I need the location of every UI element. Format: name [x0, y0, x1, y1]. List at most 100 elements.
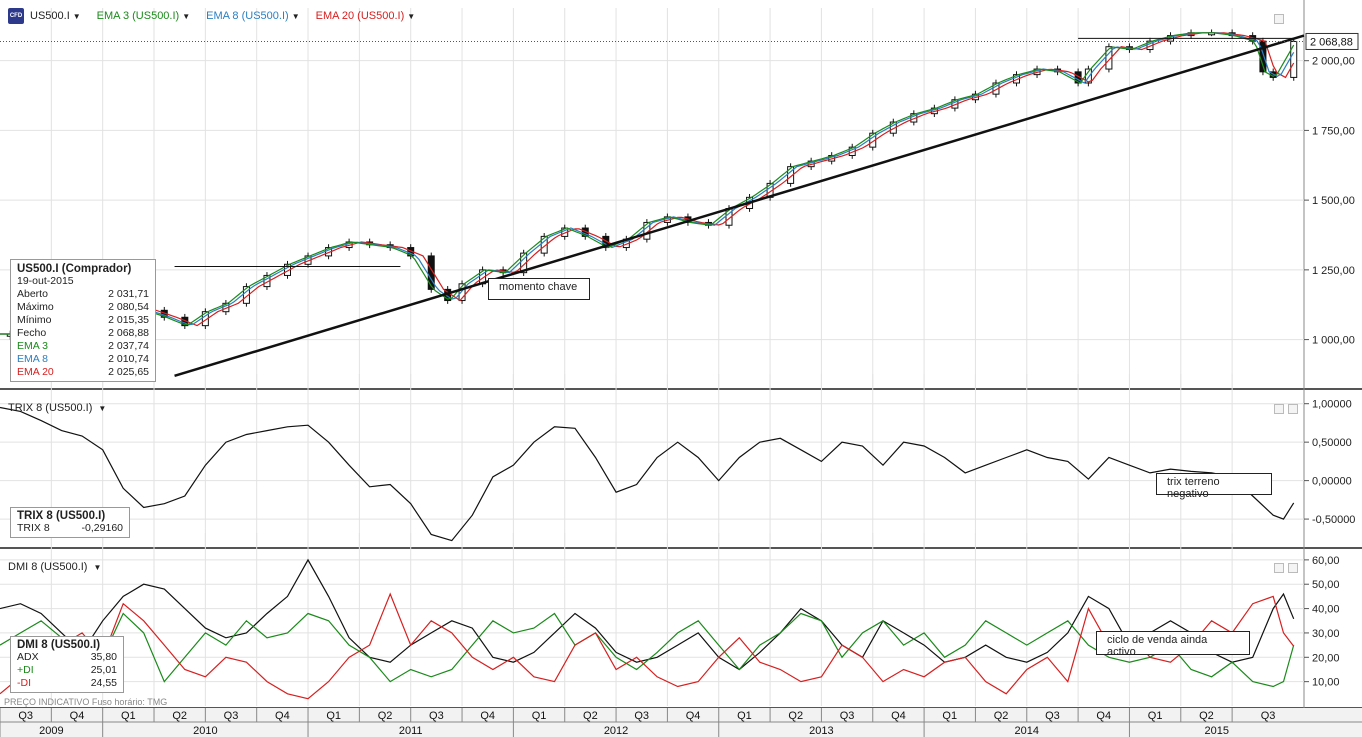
price-info-row-value: 2 068,88	[108, 327, 149, 339]
annotation-trix-negativo[interactable]: trix terreno negativo	[1156, 473, 1272, 500]
dmi-info-row-value: 35,80	[90, 651, 117, 663]
chevron-down-icon: ▼	[72, 11, 81, 21]
symbol-label: US500.I	[30, 10, 70, 22]
close-icon[interactable]	[1288, 404, 1298, 414]
candle-body	[427, 255, 435, 290]
price-info-box: US500.I (Comprador) 19-out-2015 Aberto 2 …	[10, 259, 156, 382]
year-label: 2009	[39, 725, 63, 737]
quarter-label: Q3	[1045, 710, 1060, 722]
y-tick-label: 50,00	[1312, 579, 1340, 591]
quarter-label: Q2	[583, 710, 598, 722]
quarter-label: Q2	[788, 710, 803, 722]
dmi-info-row: +DI 25,01	[17, 664, 117, 677]
y-tick-label: 40,00	[1312, 604, 1340, 616]
plus-di-line	[0, 612, 1295, 688]
annotation-ciclo-venda[interactable]: ciclo de venda ainda activo	[1096, 631, 1250, 658]
quarter-label: Q3	[1261, 710, 1276, 722]
quarter-label: Q3	[224, 710, 239, 722]
y-tick-label: 2 000,00	[1312, 56, 1355, 68]
price-info-title: US500.I (Comprador)	[17, 263, 132, 275]
dmi-info-row: ADX 35,80	[17, 651, 117, 664]
price-info-row-value: 2 025,65	[108, 366, 149, 378]
cfd-logo-icon: CFD	[8, 8, 24, 24]
restore-icon[interactable]	[1274, 14, 1284, 24]
price-info-row-value: 2 037,74	[108, 340, 149, 352]
quarter-label: Q4	[891, 710, 906, 722]
price-info-row-value: 2 031,71	[108, 288, 149, 300]
price-info-row: Máximo 2 080,54	[17, 301, 149, 314]
y-tick-label: 10,00	[1312, 677, 1340, 689]
quarter-label: Q2	[172, 710, 187, 722]
quarter-label: Q4	[70, 710, 85, 722]
annotation-momento-chave[interactable]: momento chave	[488, 278, 590, 300]
quarter-label: Q2	[994, 710, 1009, 722]
support-trendline	[174, 34, 1305, 378]
trix-info-label: TRIX 8	[17, 522, 50, 534]
candle-body	[1290, 40, 1298, 78]
chevron-down-icon: ▼	[182, 11, 191, 21]
quarter-label: Q4	[1096, 710, 1111, 722]
minus-di-line	[0, 592, 1295, 700]
price-info-row: EMA 20 2 025,65	[17, 366, 149, 379]
quarter-label: Q2	[1199, 710, 1214, 722]
chart-header: CFD US500.I ▼ EMA 3 (US500.I) ▼ EMA 8 (U…	[8, 8, 415, 24]
price-info-row: Mínimo 2 015,35	[17, 314, 149, 327]
price-info-row: EMA 3 2 037,74	[17, 340, 149, 353]
quarter-label: Q1	[737, 710, 752, 722]
quarter-label: Q3	[634, 710, 649, 722]
price-info-row-value: 2 015,35	[108, 314, 149, 326]
quarter-label: Q1	[532, 710, 547, 722]
year-label: 2012	[604, 725, 628, 737]
symbol-selector[interactable]: US500.I ▼	[30, 10, 81, 22]
trix-info-title: TRIX 8 (US500.I)	[17, 510, 106, 522]
price-info-row: Fecho 2 068,88	[17, 327, 149, 340]
chevron-down-icon: ▼	[407, 11, 416, 21]
dmi-info-row-value: 24,55	[90, 677, 117, 689]
year-label: 2010	[193, 725, 217, 737]
price-info-row-label: Aberto	[17, 288, 48, 300]
y-tick-label: 1 750,00	[1312, 125, 1355, 137]
candle-body	[1105, 46, 1113, 70]
chevron-down-icon: ▼	[291, 11, 300, 21]
quarter-label: Q2	[378, 710, 393, 722]
indicator-ema3-label: EMA 3 (US500.I)	[96, 10, 180, 22]
price-info-row: EMA 8 2 010,74	[17, 353, 149, 366]
last-price-label: 2 068,88	[1310, 36, 1353, 48]
trix-panel-header[interactable]: TRIX 8 (US500.I) ▼	[8, 402, 106, 414]
price-info-row-label: EMA 8	[17, 353, 48, 365]
chevron-down-icon: ▼	[98, 403, 107, 413]
quarter-label: Q1	[1148, 710, 1163, 722]
indicator-ema3-selector[interactable]: EMA 3 (US500.I) ▼	[97, 10, 190, 22]
year-label: 2015	[1204, 725, 1228, 737]
quarter-label: Q4	[686, 710, 701, 722]
close-icon[interactable]	[1288, 563, 1298, 573]
indicator-ema8-selector[interactable]: EMA 8 (US500.I) ▼	[206, 10, 299, 22]
quarter-label: Q1	[121, 710, 136, 722]
price-info-date: 19-out-2015	[17, 275, 74, 287]
restore-icon[interactable]	[1274, 404, 1284, 414]
ema3-line	[0, 32, 1295, 335]
chevron-down-icon: ▼	[93, 562, 102, 572]
quarter-label: Q4	[480, 710, 495, 722]
trix-panel-title: TRIX 8 (US500.I)	[8, 402, 93, 414]
y-tick-label: 20,00	[1312, 652, 1340, 664]
indicator-ema20-selector[interactable]: EMA 20 (US500.I) ▼	[316, 10, 416, 22]
ema8-line	[0, 32, 1295, 335]
y-tick-label: 0,00000	[1312, 476, 1352, 488]
quarter-label: Q3	[18, 710, 33, 722]
dmi-info-row-label: +DI	[17, 664, 34, 676]
candle-body	[458, 283, 466, 302]
price-info-row-label: Mínimo	[17, 314, 52, 326]
restore-icon[interactable]	[1274, 563, 1284, 573]
y-tick-label: 0,50000	[1312, 437, 1352, 449]
adx-line	[0, 558, 1295, 671]
dmi-panel-title: DMI 8 (US500.I)	[8, 561, 88, 573]
candle-body	[242, 286, 250, 304]
price-info-row-value: 2 080,54	[108, 301, 149, 313]
quarter-label: Q1	[326, 710, 341, 722]
quarter-label: Q1	[942, 710, 957, 722]
dmi-info-title: DMI 8 (US500.I)	[17, 639, 101, 651]
dmi-panel-header[interactable]: DMI 8 (US500.I) ▼	[8, 561, 101, 573]
